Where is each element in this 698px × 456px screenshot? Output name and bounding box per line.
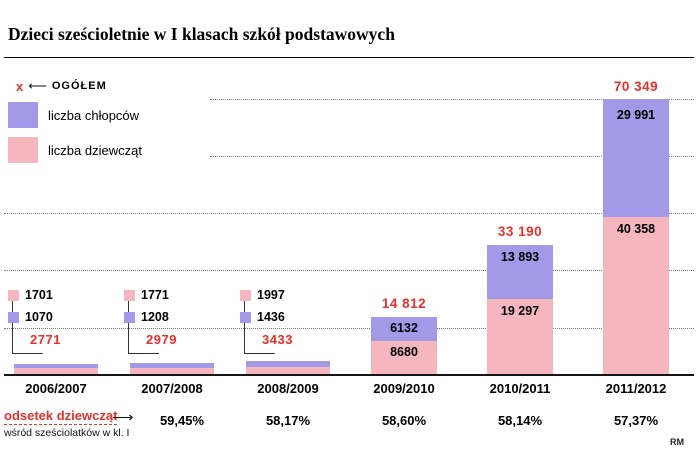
total-value: 2771 — [30, 332, 61, 347]
girls-value: 19 297 — [500, 304, 540, 318]
boys-swatch-icon — [240, 311, 251, 323]
callout-connector — [12, 296, 43, 354]
x-tick-label: 2006/2007 — [25, 381, 87, 396]
bar-boys-2009 — [371, 317, 437, 341]
bar-boys-2011 — [603, 99, 669, 217]
right-arrow-icon: ⟶ — [112, 409, 134, 426]
x-tick-label: 2011/2012 — [605, 381, 667, 396]
chart-title: Dzieci sześcioletnie w I klasach szkół p… — [8, 24, 395, 44]
bar-girls-2010 — [487, 299, 553, 375]
bar-girls-2008 — [246, 367, 330, 375]
bar-girls-2006 — [14, 368, 98, 375]
girls-pct-value: 58,60% — [381, 413, 427, 428]
callout-girls-row: 1701 — [8, 288, 53, 302]
boys-value: 6132 — [390, 321, 418, 335]
x-tick-label: 2007/2008 — [141, 381, 203, 396]
total-value: 70 349 — [613, 79, 659, 94]
bar-boys-2006 — [14, 364, 98, 368]
legend-total: x ⟵ OGÓŁEM — [16, 78, 107, 94]
total-value: 3433 — [262, 332, 293, 347]
left-arrow-icon: ⟵ — [28, 78, 47, 93]
boys-value: 1070 — [25, 310, 53, 324]
callout-girls-row: 1997 — [240, 288, 285, 302]
girls-swatch-icon — [240, 289, 251, 301]
total-value: 33 190 — [497, 224, 543, 239]
bar-boys-2007 — [130, 363, 214, 368]
girls-value: 1701 — [25, 288, 53, 302]
pct-row-sublabel: wśród sześciolatków w kl. I — [4, 427, 130, 439]
girls-swatch-icon — [124, 289, 135, 301]
total-x-marker: x — [16, 78, 24, 94]
gridline — [210, 99, 694, 100]
boys-value: 13 893 — [500, 250, 540, 264]
callout-connector — [128, 296, 159, 354]
girls-pct-value: 58,17% — [265, 413, 311, 428]
callout-boys-row: 1208 — [124, 310, 169, 324]
bar-girls-2011 — [603, 217, 669, 375]
gridline — [4, 213, 694, 214]
gridline — [210, 156, 694, 157]
legend-boys-swatch — [8, 102, 38, 128]
pct-row-label: odsetek dziewcząt — [4, 408, 118, 425]
boys-value: 29 991 — [616, 108, 656, 122]
boys-value: 1208 — [141, 310, 169, 324]
bar-girls-2009 — [371, 341, 437, 375]
girls-pct-value: 58,14% — [497, 413, 543, 428]
x-axis-line — [4, 374, 694, 376]
girls-value: 1771 — [141, 288, 169, 302]
bar-boys-2010 — [487, 245, 553, 299]
girls-pct-value: 59,45% — [159, 413, 205, 428]
boys-swatch-icon — [8, 311, 19, 323]
bar-boys-2008 — [246, 361, 330, 367]
credit: RM — [670, 437, 684, 447]
callout-boys-row: 1436 — [240, 310, 285, 324]
legend-total-label: OGÓŁEM — [51, 80, 107, 92]
girls-value: 1997 — [257, 288, 285, 302]
boys-value: 1436 — [257, 310, 285, 324]
x-tick-label: 2009/2010 — [373, 381, 435, 396]
title-divider — [4, 57, 694, 58]
girls-value: 8680 — [390, 345, 418, 359]
girls-pct-value: 57,37% — [613, 413, 659, 428]
gridline — [4, 328, 694, 329]
legend-girls-swatch — [8, 137, 38, 163]
boys-swatch-icon — [124, 311, 135, 323]
gridline — [4, 270, 694, 271]
legend-boys-label: liczba chłopców — [48, 108, 140, 123]
total-value: 14 812 — [381, 296, 427, 311]
bar-girls-2007 — [130, 368, 214, 375]
callout-boys-row: 1070 — [8, 310, 53, 324]
girls-value: 40 358 — [616, 222, 656, 236]
total-value: 2979 — [146, 332, 177, 347]
girls-swatch-icon — [8, 289, 19, 301]
callout-connector — [244, 296, 275, 354]
x-tick-label: 2008/2009 — [257, 381, 319, 396]
legend-girls-label: liczba dziewcząt — [48, 143, 142, 158]
callout-girls-row: 1771 — [124, 288, 169, 302]
x-tick-label: 2010/2011 — [489, 381, 551, 396]
